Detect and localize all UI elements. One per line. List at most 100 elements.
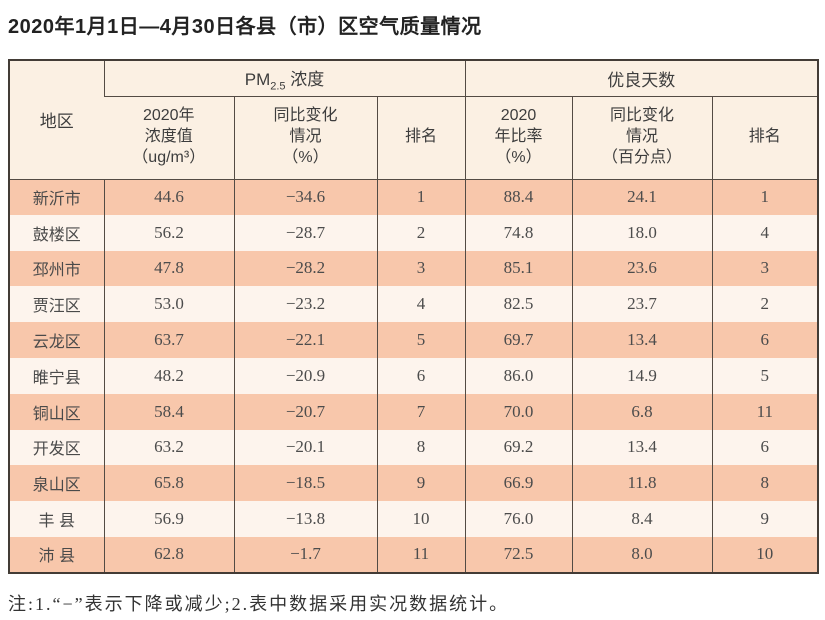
page-title: 2020年1月1日—4月30日各县（市）区空气质量情况: [8, 16, 482, 38]
cell-days_ratio: 66.9: [464, 465, 572, 502]
cell-pm_value: 56.2: [103, 214, 234, 251]
cell-days_rank: 11: [711, 393, 819, 430]
cell-region: 沛 县: [38, 548, 75, 566]
cell-pm_change: −20.1: [233, 429, 377, 466]
cell-pm_value: 65.8: [103, 465, 234, 502]
cell-days_rank: 4: [711, 214, 819, 251]
cell-days_rank: 3: [711, 250, 819, 287]
cell-days_rank: 6: [711, 322, 819, 358]
cell-days_ratio: 82.5: [464, 286, 572, 323]
cell-pm_rank: 9: [376, 465, 465, 502]
cell-days_ratio: 86.0: [464, 357, 572, 394]
cell-pm_rank: 10: [376, 501, 465, 537]
pm25-group-header: PM2.5 浓度: [103, 60, 465, 97]
cell-pm_rank: 8: [376, 429, 465, 466]
cell-days_rank: 9: [711, 501, 819, 537]
cell-pm_change: −20.9: [233, 357, 377, 394]
cell-region: 睢宁县: [32, 369, 81, 387]
cell-days_ratio: 74.8: [464, 214, 572, 251]
good-days-group-header: 优良天数: [464, 60, 819, 97]
cell-days_change: 8.4: [571, 501, 712, 537]
cell-region: 铜山区: [32, 405, 81, 423]
pm25-rest: 浓度: [285, 69, 325, 89]
air-quality-table: 地区 PM2.5 浓度 优良天数 2020年 浓度值 （ug/m³） 同比变化 …: [8, 59, 820, 574]
cell-pm_change: −1.7: [233, 536, 377, 573]
cell-pm_value: 47.8: [103, 250, 234, 287]
pm-rank-header: 排名: [376, 96, 465, 180]
cell-pm_rank: 11: [376, 536, 465, 573]
cell-days_change: 14.9: [571, 357, 712, 394]
table-row: 鼓楼区 56.2 −28.7 2 74.8 18.0 4: [9, 214, 819, 251]
cell-days_rank: 1: [711, 179, 819, 215]
cell-pm_change: −28.7: [233, 214, 377, 251]
pm-value-header: 2020年 浓度值 （ug/m³）: [104, 96, 234, 180]
cell-days_rank: 6: [711, 429, 819, 466]
cell-pm_rank: 7: [376, 393, 465, 430]
cell-days_ratio: 72.5: [464, 536, 572, 573]
table-row: 新沂市 44.6 −34.6 1 88.4 24.1 1: [9, 179, 819, 215]
cell-days_change: 18.0: [571, 214, 712, 251]
table-header: 地区 PM2.5 浓度 优良天数 2020年 浓度值 （ug/m³） 同比变化 …: [9, 60, 819, 180]
table-body: 新沂市 44.6 −34.6 1 88.4 24.1 1 鼓楼区 56.2 −28.7 2 74.8 1…: [9, 179, 819, 573]
days-rank-header: 排名: [711, 96, 819, 180]
cell-pm_rank: 6: [376, 357, 465, 394]
cell-days_change: 24.1: [571, 179, 712, 215]
cell-days_change: 8.0: [571, 536, 712, 573]
cell-days_rank: 2: [711, 286, 819, 323]
cell-days_change: 23.7: [571, 286, 712, 323]
cell-region: 丰 县: [38, 513, 75, 531]
cell-region: 邳州市: [32, 262, 81, 280]
table-row: 睢宁县 48.2 −20.9 6 86.0 14.9 5: [9, 357, 819, 394]
region-column-header: 地区: [9, 60, 104, 180]
cell-pm_value: 53.0: [103, 286, 234, 323]
cell-pm_value: 56.9: [103, 501, 234, 537]
cell-pm_change: −34.6: [233, 179, 377, 215]
cell-region: 贾汪区: [32, 298, 81, 316]
cell-region: 开发区: [32, 441, 81, 459]
cell-days_ratio: 70.0: [464, 393, 572, 430]
cell-pm_value: 63.7: [103, 322, 234, 358]
cell-pm_value: 62.8: [103, 536, 234, 573]
cell-pm_value: 44.6: [103, 179, 234, 215]
cell-pm_value: 58.4: [103, 393, 234, 430]
table-row: 贾汪区 53.0 −23.2 4 82.5 23.7 2: [9, 286, 819, 323]
table-row: 泉山区 65.8 −18.5 9 66.9 11.8 8: [9, 465, 819, 502]
table-row: 开发区 63.2 −20.1 8 69.2 13.4 6: [9, 429, 819, 466]
cell-days_ratio: 76.0: [464, 501, 572, 537]
cell-pm_value: 63.2: [103, 429, 234, 466]
footnote: 注:1.“−”表示下降或减少;2.表中数据采用实况数据统计。: [8, 594, 510, 614]
table-row: 铜山区 58.4 −20.7 7 70.0 6.8 11: [9, 393, 819, 430]
table-row: 沛 县 62.8 −1.7 11 72.5 8.0 10: [9, 536, 819, 573]
cell-pm_change: −28.2: [233, 250, 377, 287]
cell-days_change: 6.8: [571, 393, 712, 430]
days-change-header: 同比变化 情况 （百分点）: [571, 96, 712, 180]
cell-pm_rank: 2: [376, 214, 465, 251]
cell-days_change: 13.4: [571, 429, 712, 466]
cell-days_rank: 8: [711, 465, 819, 502]
cell-days_rank: 10: [711, 536, 819, 573]
cell-pm_rank: 5: [376, 322, 465, 358]
cell-days_change: 23.6: [571, 250, 712, 287]
cell-pm_value: 48.2: [103, 357, 234, 394]
pm25-subscript: 2.5: [270, 79, 286, 92]
cell-region: 云龙区: [32, 334, 81, 352]
header-group-row: 地区 PM2.5 浓度 优良天数: [9, 60, 819, 180]
cell-pm_rank: 3: [376, 250, 465, 287]
cell-pm_change: −23.2: [233, 286, 377, 323]
cell-days_change: 11.8: [571, 465, 712, 502]
cell-pm_rank: 1: [376, 179, 465, 215]
cell-days_ratio: 85.1: [464, 250, 572, 287]
cell-region: 新沂市: [32, 191, 81, 209]
header-sub-row: 2020年 浓度值 （ug/m³） 同比变化 情况 （%） 排名 2020 年比…: [9, 96, 819, 180]
cell-pm_change: −22.1: [233, 322, 377, 358]
pm25-base: PM: [244, 69, 271, 89]
table-row: 邳州市 47.8 −28.2 3 85.1 23.6 3: [9, 250, 819, 287]
cell-days_change: 13.4: [571, 322, 712, 358]
cell-region: 鼓楼区: [32, 226, 81, 244]
cell-days_ratio: 88.4: [464, 179, 572, 215]
table-row: 云龙区 63.7 −22.1 5 69.7 13.4 6: [9, 322, 819, 358]
pm-change-header: 同比变化 情况 （%）: [233, 96, 377, 180]
cell-pm_rank: 4: [376, 286, 465, 323]
cell-region: 泉山区: [32, 477, 81, 495]
